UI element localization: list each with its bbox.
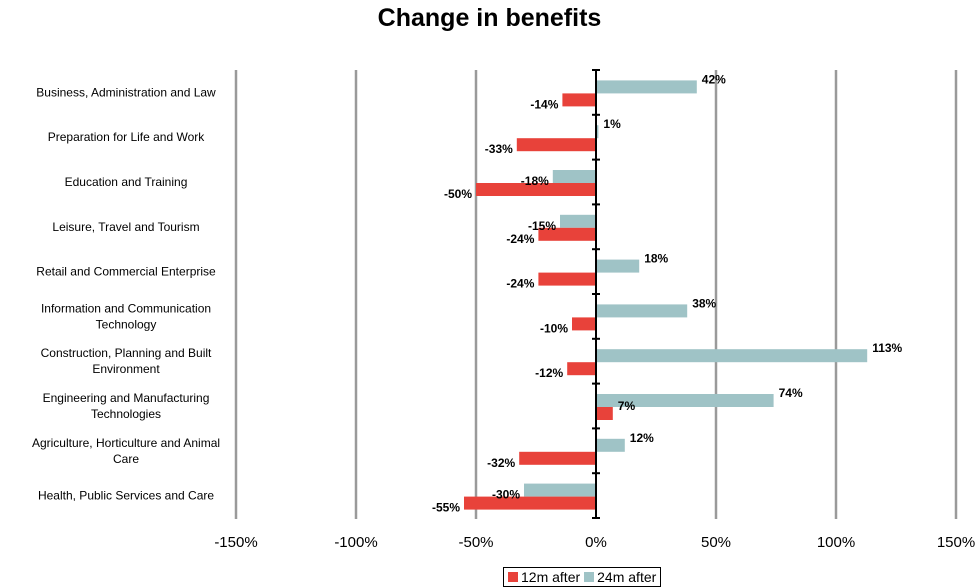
data-label-24m-health-public-services-and-care: -30% <box>492 488 520 502</box>
category-label-agriculture-horticulture-and-animal-care: Agriculture, Horticulture and Animal Care <box>32 436 220 466</box>
data-label-24m-information-and-communication-technology: 38% <box>692 296 716 310</box>
bar-24m-retail-and-commercial-enterprise <box>596 259 640 273</box>
x-tick-label: -150% <box>214 534 257 551</box>
data-label-12m-health-public-services-and-care: -55% <box>432 501 460 515</box>
data-label-24m-preparation-for-life-and-work: 1% <box>603 117 621 131</box>
bar-24m-education-and-training <box>552 170 596 183</box>
data-label-12m-business-administration-and-law: -14% <box>530 97 558 111</box>
category-label-business-administration-and-law: Business, Administration and Law <box>36 85 216 99</box>
gridlines <box>234 70 958 519</box>
bar-24m-agriculture-horticulture-and-animal-care <box>596 438 625 452</box>
data-label-24m-retail-and-commercial-enterprise: 18% <box>644 252 668 266</box>
data-label-12m-education-and-training: -50% <box>444 187 472 201</box>
bar-24m-health-public-services-and-care <box>524 483 596 497</box>
bar-24m-business-administration-and-law <box>596 80 697 94</box>
bar-12m-education-and-training <box>476 183 596 196</box>
data-label-12m-construction-planning-and-built-environment: -12% <box>535 366 563 380</box>
bar-12m-business-administration-and-law <box>562 93 596 107</box>
labels: -150% -100% -50% 0% 50% 100% 150% 42% -14% Busine… <box>32 72 975 551</box>
category-label-preparation-for-life-and-work: Preparation for Life and Work <box>48 130 206 144</box>
data-label-24m-agriculture-horticulture-and-animal-care: 12% <box>630 431 654 445</box>
bar-24m-leisure-travel-and-tourism <box>560 214 596 228</box>
bar-12m-engineering-and-manufacturing-technologies <box>596 407 613 420</box>
legend-item-24m: 24m after <box>584 569 656 585</box>
bar-24m-information-and-communication-technology <box>596 304 688 318</box>
bars <box>464 80 868 510</box>
legend-item-12m: 12m after <box>508 569 580 585</box>
legend-label-12m: 12m after <box>521 569 581 585</box>
category-label-retail-and-commercial-enterprise: Retail and Commercial Enterprise <box>36 265 216 279</box>
bar-24m-engineering-and-manufacturing-technologies <box>596 394 774 407</box>
x-tick-label: 100% <box>817 534 855 551</box>
data-label-12m-information-and-communication-technology: -10% <box>540 321 568 335</box>
data-label-12m-agriculture-horticulture-and-animal-care: -32% <box>487 456 515 470</box>
legend: 12m after 24m after <box>503 567 662 587</box>
data-label-12m-preparation-for-life-and-work: -33% <box>485 142 513 156</box>
bar-12m-preparation-for-life-and-work <box>516 138 596 152</box>
chart-title: Change in benefits <box>377 4 602 32</box>
data-label-24m-business-administration-and-law: 42% <box>702 72 726 86</box>
category-label-leisure-travel-and-tourism: Leisure, Travel and Tourism <box>52 220 199 234</box>
axes <box>592 69 600 519</box>
bar-12m-agriculture-horticulture-and-animal-care <box>519 451 596 465</box>
x-tick-label: 0% <box>585 534 607 551</box>
category-label-construction-planning-and-built-environment: Construction, Planning and Built Environm… <box>41 346 212 376</box>
x-tick-label: 50% <box>701 534 731 551</box>
data-label-12m-engineering-and-manufacturing-technologies: 7% <box>618 399 636 413</box>
category-label-health-public-services-and-care: Health, Public Services and Care <box>38 489 214 503</box>
data-label-24m-engineering-and-manufacturing-technologies: 74% <box>779 386 803 400</box>
data-label-24m-construction-planning-and-built-environment: 113% <box>872 341 902 355</box>
x-tick-label: 150% <box>937 534 975 551</box>
bar-24m-preparation-for-life-and-work <box>596 125 599 139</box>
legend-swatch-24m <box>584 572 595 582</box>
x-tick-label: -100% <box>334 534 377 551</box>
data-label-24m-education-and-training: -18% <box>521 174 549 188</box>
bar-12m-information-and-communication-technology <box>572 317 596 331</box>
bar-12m-construction-planning-and-built-environment <box>567 362 596 376</box>
bar-24m-construction-planning-and-built-environment <box>596 349 868 363</box>
legend-swatch-12m <box>508 572 518 582</box>
x-tick-label: -50% <box>458 534 493 551</box>
bar-12m-health-public-services-and-care <box>464 496 596 510</box>
legend-label-24m: 24m after <box>597 569 657 585</box>
category-label-engineering-and-manufacturing-technologies: Engineering and Manufacturing Technologie… <box>43 391 210 421</box>
category-label-information-and-communication-technology: Information and Communication Technology <box>41 301 211 331</box>
data-label-12m-leisure-travel-and-tourism: -24% <box>506 232 534 246</box>
bar-12m-leisure-travel-and-tourism <box>538 227 596 241</box>
data-label-12m-retail-and-commercial-enterprise: -24% <box>506 277 534 291</box>
category-label-education-and-training: Education and Training <box>65 175 188 189</box>
data-label-24m-leisure-travel-and-tourism: -15% <box>528 219 556 233</box>
bar-12m-retail-and-commercial-enterprise <box>538 272 596 286</box>
